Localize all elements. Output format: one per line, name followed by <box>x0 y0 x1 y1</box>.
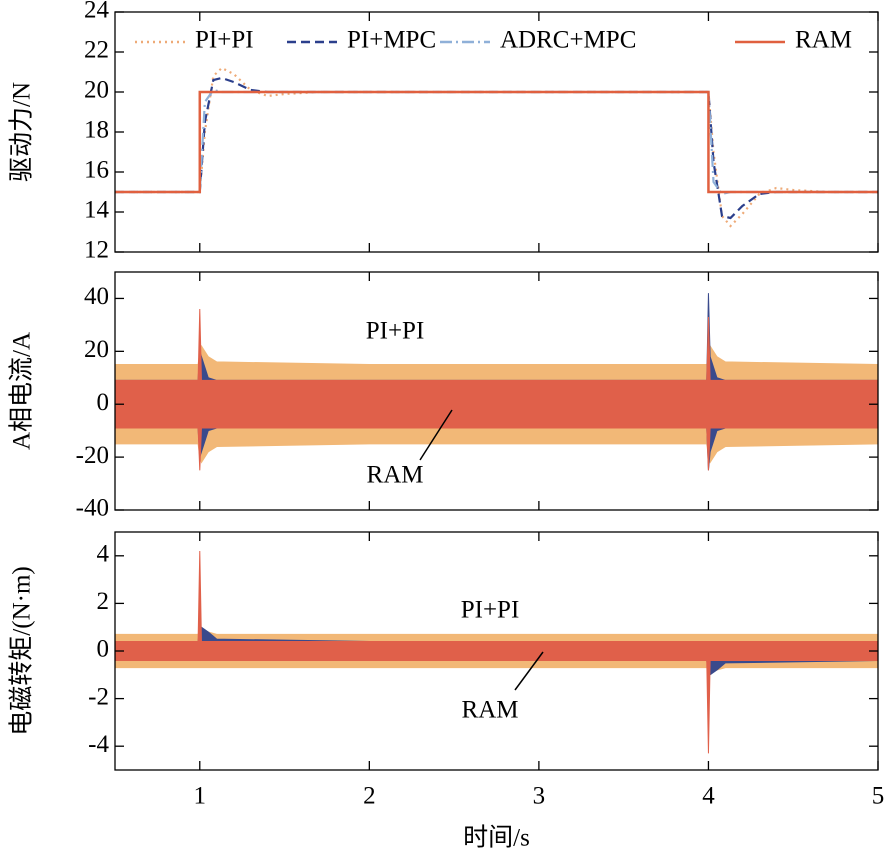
y-tick-label: 24 <box>84 0 110 24</box>
x-tick-label: 3 <box>533 783 546 810</box>
y-tick-label: 2 <box>97 588 110 615</box>
annotation: PI+PI <box>461 597 520 624</box>
band <box>115 309 878 471</box>
y-tick-label: 12 <box>84 237 109 264</box>
annotation-pointer <box>419 409 453 461</box>
line <box>115 90 878 194</box>
y-tick-label: 20 <box>84 77 109 104</box>
x-axis-label: 时间/s <box>463 824 530 852</box>
legend-label: PI+PI <box>195 27 254 54</box>
y-axis-label: 驱动力/N <box>8 82 36 182</box>
annotation: PI+PI <box>366 318 425 345</box>
y-tick-label: -40 <box>76 495 109 522</box>
legend-label: PI+MPC <box>347 27 436 54</box>
line <box>115 88 878 196</box>
y-tick-label: 4 <box>97 541 110 568</box>
x-tick-label: 1 <box>194 783 207 810</box>
annotation: RAM <box>462 697 519 724</box>
band <box>115 551 878 754</box>
y-tick-label: 0 <box>97 636 110 663</box>
y-tick-label: 16 <box>84 157 109 184</box>
y-tick-label: 22 <box>84 37 109 64</box>
annotation: RAM <box>367 462 424 489</box>
y-tick-label: -2 <box>88 683 109 710</box>
y-tick-label: 20 <box>84 336 109 363</box>
legend-label: ADRC+MPC <box>500 27 636 54</box>
y-tick-label: 14 <box>84 197 110 224</box>
y-axis-label: A相电流/A <box>8 332 36 450</box>
y-tick-label: 0 <box>97 389 110 416</box>
y-axis-label: 电磁转矩/(N·m) <box>8 566 36 735</box>
x-tick-label: 4 <box>702 783 715 810</box>
y-tick-label: -20 <box>76 442 109 469</box>
annotation-pointer <box>514 651 544 691</box>
y-tick-label: 18 <box>84 117 109 144</box>
legend-label: RAM <box>795 27 852 54</box>
plot-frame <box>114 271 879 511</box>
y-tick-label: -4 <box>88 731 109 758</box>
line <box>115 76 878 220</box>
x-tick-label: 2 <box>363 783 376 810</box>
y-tick-label: 40 <box>84 283 109 310</box>
x-tick-label: 5 <box>872 783 885 810</box>
